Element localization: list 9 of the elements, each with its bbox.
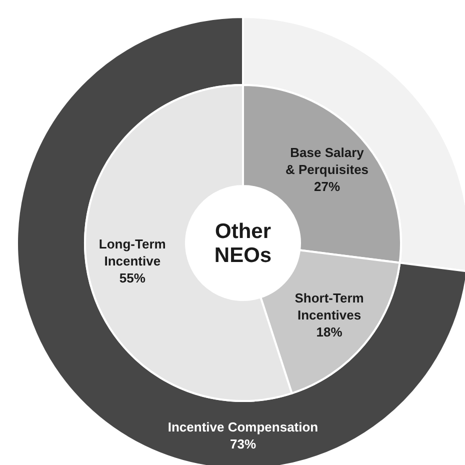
data-label: 55%	[119, 270, 146, 286]
data-label: 18%	[316, 324, 343, 340]
data-label: 27%	[314, 178, 340, 194]
slice-label: Short-Term Incentives	[294, 290, 364, 322]
data-label: 73%	[230, 436, 256, 452]
text: Other NEOs	[214, 220, 272, 267]
slice-label: Long-Term Incentive	[98, 236, 166, 269]
slice-label: Base Salary & Perquisites	[285, 144, 369, 177]
slice-label: Incentive Compensation	[168, 420, 318, 434]
